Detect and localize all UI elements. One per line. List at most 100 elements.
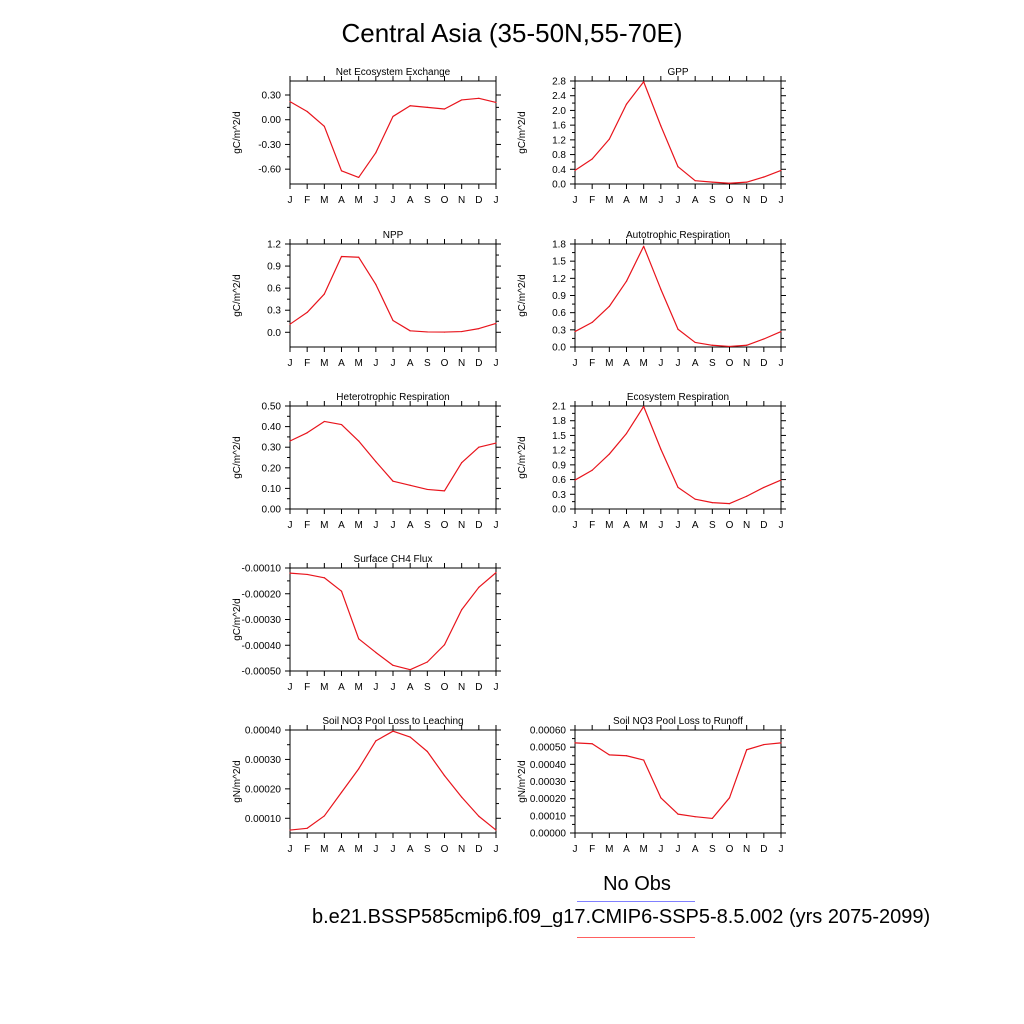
data-point <box>574 479 576 481</box>
y-tick-label: 0.3 <box>552 325 566 336</box>
x-tick-label: A <box>407 195 414 206</box>
x-tick-label: J <box>494 520 499 531</box>
series-line <box>574 81 782 184</box>
y-tick-label: 2.0 <box>552 106 566 117</box>
data-point <box>323 420 325 423</box>
x-tick-label: M <box>605 520 613 531</box>
data-point <box>677 813 679 815</box>
x-tick-label: N <box>743 195 750 206</box>
x-tick-label: M <box>639 195 647 206</box>
data-point <box>625 103 628 105</box>
data-point <box>574 742 576 744</box>
x-tick-label: J <box>779 844 784 855</box>
x-tick-label: J <box>391 195 396 206</box>
x-tick-label: J <box>676 520 681 531</box>
x-tick-label: J <box>391 682 396 693</box>
y-axis-label: gC/m^2/d <box>232 598 243 641</box>
y-tick-label: 0.00020 <box>530 794 567 805</box>
y-tick-label: 0.00050 <box>530 743 567 754</box>
data-point <box>340 170 343 172</box>
x-tick-label: J <box>676 195 681 206</box>
data-point <box>375 740 377 742</box>
y-tick-label: 0.6 <box>552 475 566 486</box>
x-tick-label: S <box>424 358 431 369</box>
x-tick-label: D <box>760 844 767 855</box>
series-line <box>289 730 497 831</box>
data-point <box>289 829 291 831</box>
x-tick-label: M <box>354 682 362 693</box>
data-point <box>711 181 713 183</box>
x-tick-label: F <box>304 195 310 206</box>
y-tick-label: -0.00030 <box>242 615 282 626</box>
panel-title: Soil NO3 Pool Loss to Leaching <box>322 716 463 727</box>
data-point <box>358 638 360 640</box>
x-tick-label: J <box>391 358 396 369</box>
x-tick-label: J <box>494 682 499 693</box>
x-tick-label: D <box>475 844 482 855</box>
data-point <box>478 815 480 817</box>
data-point <box>495 322 497 325</box>
y-tick-label: 0.00040 <box>530 760 567 771</box>
data-point <box>746 749 748 751</box>
x-tick-label: A <box>407 358 414 369</box>
data-point <box>625 755 628 757</box>
panel-title: Ecosystem Respiration <box>627 392 729 403</box>
x-tick-label: S <box>709 358 716 369</box>
x-tick-label: O <box>726 520 734 531</box>
x-tick-label: D <box>475 195 482 206</box>
y-tick-label: 0.8 <box>552 150 566 161</box>
panel-title: Heterotrophic Respiration <box>336 392 449 403</box>
y-tick-label: 0.00010 <box>530 811 567 822</box>
data-point <box>358 256 360 258</box>
x-tick-label: J <box>779 195 784 206</box>
data-point <box>443 108 446 110</box>
y-tick-label: 0.6 <box>267 284 281 295</box>
data-point <box>306 110 308 113</box>
no-obs-label: No Obs <box>603 873 671 895</box>
y-axis-label: gN/m^2/d <box>517 760 528 803</box>
data-point <box>478 328 480 330</box>
data-point <box>306 827 308 829</box>
x-tick-label: J <box>288 520 293 531</box>
data-point <box>495 101 497 104</box>
x-tick-label: O <box>726 195 734 206</box>
data-point <box>392 115 394 118</box>
y-axis-label: gC/m^2/d <box>232 274 243 317</box>
y-tick-label: 1.5 <box>552 431 566 442</box>
x-tick-label: J <box>288 195 293 206</box>
data-point <box>780 330 782 333</box>
data-point <box>306 311 308 314</box>
x-tick-label: S <box>709 844 716 855</box>
data-point <box>409 105 411 107</box>
x-tick-label: A <box>407 520 414 531</box>
y-tick-label: 0.00030 <box>245 755 282 766</box>
data-point <box>461 99 463 101</box>
series-line <box>289 572 497 671</box>
data-point <box>392 730 394 732</box>
x-tick-label: J <box>494 844 499 855</box>
data-point <box>323 815 325 817</box>
y-tick-label: 0.00010 <box>245 814 282 825</box>
x-tick-label: F <box>304 682 310 693</box>
x-tick-label: J <box>676 844 681 855</box>
data-point <box>443 775 446 777</box>
data-point <box>478 586 480 588</box>
plot-frame <box>289 80 497 185</box>
data-point <box>323 125 325 127</box>
y-axis-label: gC/m^2/d <box>517 274 528 317</box>
data-point <box>289 101 291 103</box>
data-point <box>323 577 325 579</box>
x-tick-label: N <box>743 520 750 531</box>
y-tick-label: 0.9 <box>552 291 566 302</box>
x-tick-label: S <box>424 682 431 693</box>
data-point <box>461 330 463 333</box>
data-point <box>409 484 411 486</box>
y-tick-label: 0.00000 <box>530 829 567 840</box>
obs-legend-line <box>577 901 695 902</box>
panel-title: Soil NO3 Pool Loss to Runoff <box>613 716 743 727</box>
x-tick-label: O <box>726 358 734 369</box>
data-point <box>323 293 325 295</box>
y-tick-label: 0.0 <box>552 505 566 516</box>
